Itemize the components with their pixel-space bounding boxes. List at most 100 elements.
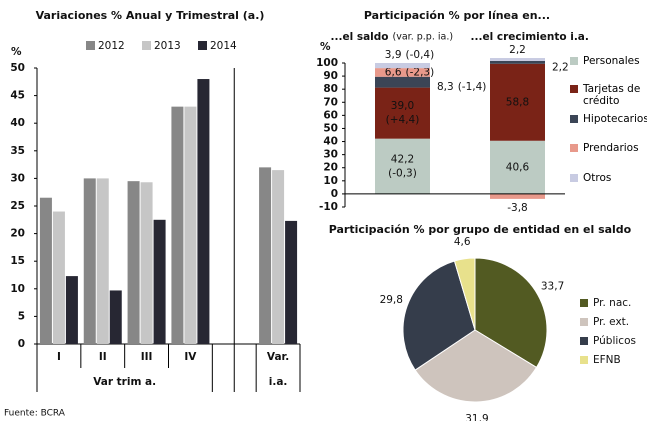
legend-swatch bbox=[142, 41, 151, 50]
bar bbox=[52, 211, 65, 344]
bar bbox=[153, 219, 166, 344]
segment bbox=[375, 76, 430, 88]
segment bbox=[490, 60, 545, 64]
value-label: 6,6 bbox=[385, 66, 402, 78]
y-tick-label: 40 bbox=[323, 136, 338, 148]
x-tick-label: IV bbox=[184, 351, 197, 363]
value-label: 40,6 bbox=[506, 161, 530, 173]
bar bbox=[285, 220, 298, 344]
y-tick-label: 35 bbox=[10, 145, 25, 157]
bar bbox=[184, 106, 197, 344]
y-tick-label: 10 bbox=[323, 175, 338, 187]
legend-label: Públicos bbox=[593, 335, 636, 347]
legend-swatch bbox=[580, 318, 588, 326]
bar bbox=[83, 178, 96, 344]
y-tick-label: 10 bbox=[10, 283, 25, 295]
value-label: 8,3 bbox=[437, 81, 454, 93]
y-tick-label: 40 bbox=[10, 117, 25, 129]
change-label: (-0,3) bbox=[388, 167, 417, 179]
x-tick-label: Var. bbox=[267, 351, 289, 363]
segment bbox=[490, 58, 545, 61]
change-label: (-2,3) bbox=[406, 66, 435, 78]
change-label: (-1,4) bbox=[458, 81, 487, 93]
group-label: Var trim a. bbox=[93, 376, 156, 388]
x-tick-label: II bbox=[99, 351, 107, 363]
legend-swatch bbox=[580, 356, 588, 364]
y-tick-label: -10 bbox=[319, 201, 338, 213]
chart-title: Participación % por línea en... bbox=[364, 9, 550, 22]
slice bbox=[402, 260, 476, 371]
legend-swatch bbox=[86, 41, 95, 50]
legend-swatch bbox=[570, 115, 578, 123]
y-tick-label: 70 bbox=[323, 96, 338, 108]
bar bbox=[96, 178, 109, 344]
segment bbox=[375, 68, 430, 77]
bar bbox=[39, 197, 52, 344]
bar bbox=[140, 182, 153, 344]
legend-label: EFNB bbox=[593, 354, 621, 366]
value-label: -3,8 bbox=[507, 202, 528, 214]
legend-swatch bbox=[570, 144, 578, 152]
value-label: 2,2 bbox=[552, 61, 569, 73]
x-tick-label: I bbox=[57, 351, 61, 363]
slice bbox=[474, 257, 548, 369]
legend-swatch bbox=[570, 174, 578, 182]
value-label: 39,0 bbox=[391, 100, 414, 112]
legend-item: Tarjetas de crédito bbox=[570, 83, 647, 107]
y-tick-label: 15 bbox=[10, 255, 25, 267]
y-tick-label: 100 bbox=[316, 57, 338, 69]
legend-swatch bbox=[580, 299, 588, 307]
bar bbox=[65, 276, 78, 344]
legend-label: Hipotecarios bbox=[583, 113, 647, 125]
slice bbox=[414, 329, 538, 403]
chart-title: Variaciones % Anual y Trimestral (a.) bbox=[36, 9, 265, 22]
segment bbox=[490, 63, 545, 141]
value-label: 2,2 bbox=[509, 44, 526, 56]
legend-label: Pr. ext. bbox=[593, 316, 629, 328]
y-tick-label: 0 bbox=[18, 338, 25, 350]
x-tick-label: III bbox=[141, 351, 153, 363]
legend-swatch bbox=[570, 57, 578, 65]
legend-label: 2013 bbox=[154, 40, 181, 52]
legend-swatch bbox=[570, 85, 578, 93]
y-tick-label: 30 bbox=[10, 172, 25, 184]
y-tick-label: 45 bbox=[10, 90, 25, 102]
segment bbox=[375, 63, 430, 69]
legend-label: Tarjetas de crédito bbox=[583, 83, 641, 107]
value-label: 42,2 bbox=[391, 153, 414, 165]
source: Fuente: BCRA bbox=[4, 409, 66, 419]
value-label: 3,9 bbox=[385, 49, 402, 61]
change-label: (-0,4) bbox=[406, 49, 435, 61]
legend-item: Otros bbox=[570, 172, 647, 184]
category-label: ...el crecimiento i.a. bbox=[471, 31, 589, 43]
category-label: ...el saldo bbox=[331, 31, 389, 43]
legend-swatch bbox=[580, 337, 588, 345]
bar bbox=[109, 290, 122, 344]
bar bbox=[272, 170, 285, 344]
y-tick-label: 20 bbox=[10, 228, 25, 240]
y-tick-label: 60 bbox=[323, 109, 338, 121]
legend-item: Prendarios bbox=[570, 142, 647, 154]
group-label: i.a. bbox=[269, 376, 288, 388]
legend-item: Personales bbox=[570, 55, 647, 67]
legend-label: Prendarios bbox=[583, 142, 639, 154]
value-label: 58,8 bbox=[506, 96, 529, 108]
segment bbox=[375, 138, 430, 194]
y-tick-label: 25 bbox=[10, 200, 25, 212]
segment bbox=[490, 193, 545, 199]
value-label: 31,9 bbox=[465, 413, 488, 421]
segment bbox=[490, 140, 545, 194]
legend-swatch bbox=[198, 41, 207, 50]
bar bbox=[171, 106, 184, 344]
legend-label: 2014 bbox=[210, 40, 237, 52]
slice bbox=[453, 257, 476, 331]
y-tick-label: 50 bbox=[10, 62, 25, 74]
y-tick-label: 5 bbox=[18, 310, 25, 322]
y-tick-label: 30 bbox=[323, 149, 338, 161]
chart-title: Participación % por grupo de entidad en … bbox=[329, 223, 632, 236]
y-tick-label: 0 bbox=[331, 188, 338, 200]
legend-label: Pr. nac. bbox=[593, 297, 631, 309]
bar bbox=[259, 167, 272, 344]
